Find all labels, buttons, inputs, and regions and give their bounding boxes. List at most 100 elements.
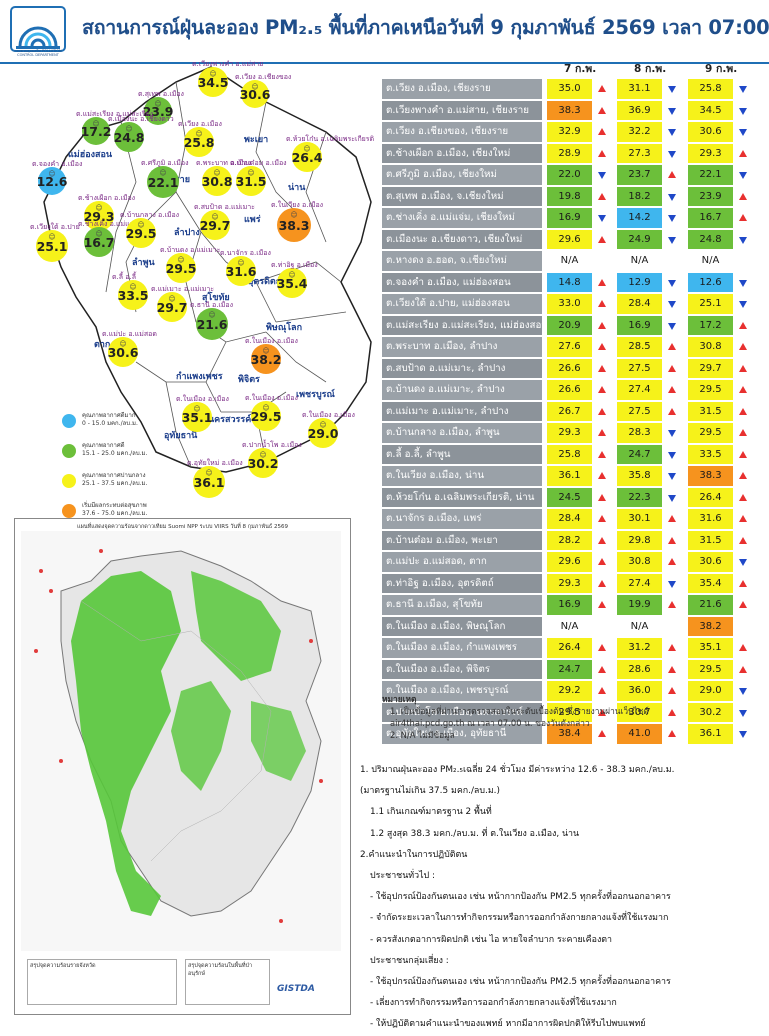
arrow-up-icon — [598, 321, 606, 329]
station-name: ต.สุเทพ อ.เมือง, จ.เชียงใหม่ — [382, 186, 542, 206]
arrow-down-icon — [668, 301, 676, 308]
pm25-value-cell: 16.9 — [617, 315, 662, 335]
station-name: ต.ช้างเผือก อ.เมือง, เชียงใหม่ — [382, 143, 542, 163]
arrow-up-icon — [598, 536, 606, 544]
table-row: ต.ในเวียง อ.เมือง, น่าน 36.1 35.8 38.3 — [382, 465, 760, 487]
station-name: ต.พระบาท อ.เมือง, ลำปาง — [382, 337, 542, 357]
bubble-value: 29.7 — [199, 217, 231, 233]
smiley-icon: ☺ — [247, 169, 255, 177]
pm25-value-cell: 30.6 — [688, 552, 733, 572]
arrow-up-icon — [668, 171, 676, 178]
pm25-value-cell: 36.9 — [617, 100, 662, 120]
pm25-value-cell: 31.5 — [688, 401, 733, 421]
pm25-value-cell: 36.1 — [688, 724, 733, 744]
station-bubble: ☺ 17.2 — [80, 117, 112, 145]
arrow-up-icon — [739, 364, 747, 372]
bubble-value: 29.5 — [165, 260, 197, 276]
pm25-value-cell: 30.6 — [688, 122, 733, 142]
station-label: ต.เวียงพางคำ อ.แม่สาย — [192, 60, 264, 68]
pm25-value-cell: 31.1 — [617, 79, 662, 99]
pm25-value-cell: 27.4 — [617, 380, 662, 400]
summary-line: - เลี่ยงการทำกิจกรรมหรือการออกกำลังกายกล… — [370, 998, 617, 1009]
arrow-up-icon — [598, 665, 606, 673]
table-row: ต.พระบาท อ.เมือง, ลำปาง 27.6 28.5 30.8 — [382, 336, 760, 358]
table-row: ต.เวียงพางคำ อ.แม่สาย, เชียงราย 38.3 36.9 3… — [382, 100, 760, 122]
pm25-value-cell: 29.6 — [547, 229, 592, 249]
smiley-icon: ☺ — [195, 130, 203, 138]
station-label: ต.ช้างเผือก อ.เมือง — [78, 194, 136, 202]
pm25-value-cell: 33.0 — [547, 294, 592, 314]
smiley-icon: ☺ — [213, 169, 221, 177]
station-bubble: ☺ 29.3 — [84, 201, 114, 231]
bubble-value: 26.4 — [291, 149, 323, 165]
arrow-up-icon — [739, 493, 747, 501]
pm25-value-cell: 32.2 — [617, 122, 662, 142]
arrow-up-icon — [668, 536, 676, 544]
pm25-value-cell: 29.3 — [547, 423, 592, 443]
bubble-value: 31.5 — [235, 173, 267, 189]
arrow-down-icon — [739, 301, 747, 308]
smiley-icon: ☺ — [290, 211, 298, 219]
pm25-value-cell: 34.5 — [688, 100, 733, 120]
pm25-value-cell: 24.7 — [547, 659, 592, 679]
smiley-icon: ☺ — [251, 83, 259, 91]
table-row: ต.ห้วยโก๋น อ.เฉลิมพระเกียรติ, น่าน 24.5 22… — [382, 487, 760, 509]
bubble-value: 29.0 — [307, 425, 339, 441]
arrow-up-icon — [598, 730, 606, 737]
station-name: ต.ศรีภูมิ อ.เมือง, เชียงใหม่ — [382, 165, 542, 185]
station-label: ต.เวียงใต้ อ.ปาย — [30, 223, 80, 231]
pm25-value-cell: 20.9 — [547, 315, 592, 335]
pm25-value-cell: 27.4 — [617, 573, 662, 593]
summary-line: - ให้ปฏิบัติตามคำแนะนำของแพทย์ หากมีอากา… — [370, 1019, 646, 1030]
pm25-value-cell: 33.5 — [688, 444, 733, 464]
arrow-up-icon — [598, 300, 606, 307]
legend-label: เริ่มมีผลกระทบต่อสุขภาพ 37.6 - 75.0 มคก./… — [82, 502, 148, 517]
legend-label: คุณภาพอากาศดี 15.1 - 25.0 มคก./ลบ.ม. — [82, 442, 148, 457]
smiley-icon: ☺ — [319, 421, 327, 429]
col-date-2: 8 ก.พ. — [634, 63, 667, 75]
smiley-icon: ☺ — [137, 221, 145, 229]
pm25-value-cell: 17.2 — [688, 315, 733, 335]
station-name: ต.ในเวียง อ.เมือง, น่าน — [382, 466, 542, 486]
arrow-up-icon — [668, 515, 676, 522]
bubble-value: 38.3 — [278, 217, 310, 233]
pm25-value-cell: 18.2 — [617, 186, 662, 206]
arrow-up-icon — [739, 192, 747, 200]
table-row: ต.นาจักร อ.เมือง, แพร่ 28.4 30.1 31.6 — [382, 508, 760, 530]
pm25-map: เชียงราย แม่ฮ่องสอน พะเยา น่าน ลำปาง แพร… — [26, 60, 386, 548]
legend-item: คุณภาพอากาศดีมาก 0 - 15.0 มคก./ลบ.ม. — [62, 412, 192, 442]
station-label: ต.เวียง อ.เชียงของ — [235, 73, 292, 81]
smiley-icon: ☺ — [119, 340, 127, 348]
pm25-value-cell: 14.2 — [617, 208, 662, 228]
bubble-value: 29.7 — [156, 299, 188, 315]
bubble-value: 17.2 — [80, 123, 112, 139]
station-name: ต.เมืองนะ อ.เชียงดาว, เชียงใหม่ — [382, 229, 542, 249]
smiley-icon: ☺ — [288, 271, 296, 279]
arrow-up-icon — [598, 429, 606, 436]
pm25-value-cell: 38.2 — [688, 616, 733, 636]
pm25-value-cell: 27.3 — [617, 143, 662, 163]
bubble-value: 23.9 — [142, 103, 174, 119]
pm25-value-cell: 29.5 — [688, 380, 733, 400]
station-label: ต.ศรีภูมิ อ.เมือง — [141, 159, 189, 167]
smiley-icon: ☺ — [92, 120, 100, 128]
arrow-up-icon — [598, 386, 606, 393]
table-row: ต.จองคำ อ.เมือง, แม่ฮ่องสอน 14.8 12.9 12.6 — [382, 272, 760, 294]
station-label: ต.อุทัยใหม่ อ.เมือง — [187, 459, 243, 467]
station-label: ต.ในเวียง อ.เมือง — [271, 201, 324, 209]
bubble-value: 35.4 — [276, 275, 308, 291]
pm25-value-cell: 12.9 — [617, 272, 662, 292]
arrow-down-icon — [598, 172, 606, 179]
table-row: ต.ลี้ อ.ลี้, ลำพูน 25.8 24.7 33.5 — [382, 444, 760, 466]
smiley-icon: ☺ — [262, 347, 270, 355]
province-label: นครสวรรค์ — [208, 415, 252, 425]
summary-line: (มาตรฐานไม่เกิน 37.5 มคก./ลบ.ม.) — [360, 786, 500, 797]
pm25-value-cell: 30.7 — [617, 702, 662, 722]
pm25-value-cell: 24.5 — [547, 487, 592, 507]
pm25-value-cell: 22.3 — [617, 487, 662, 507]
notes: หมายเหตุ 1. เป็นข้อมูลที่ผ่านการตรวจสอบใ… — [382, 694, 649, 740]
station-bubble: ☺ 16.7 — [84, 227, 114, 257]
pm25-value-cell: 29.5 — [547, 702, 592, 722]
station-bubble: ☺ 25.8 — [184, 127, 214, 157]
pm25-value-cell: 24.8 — [688, 229, 733, 249]
